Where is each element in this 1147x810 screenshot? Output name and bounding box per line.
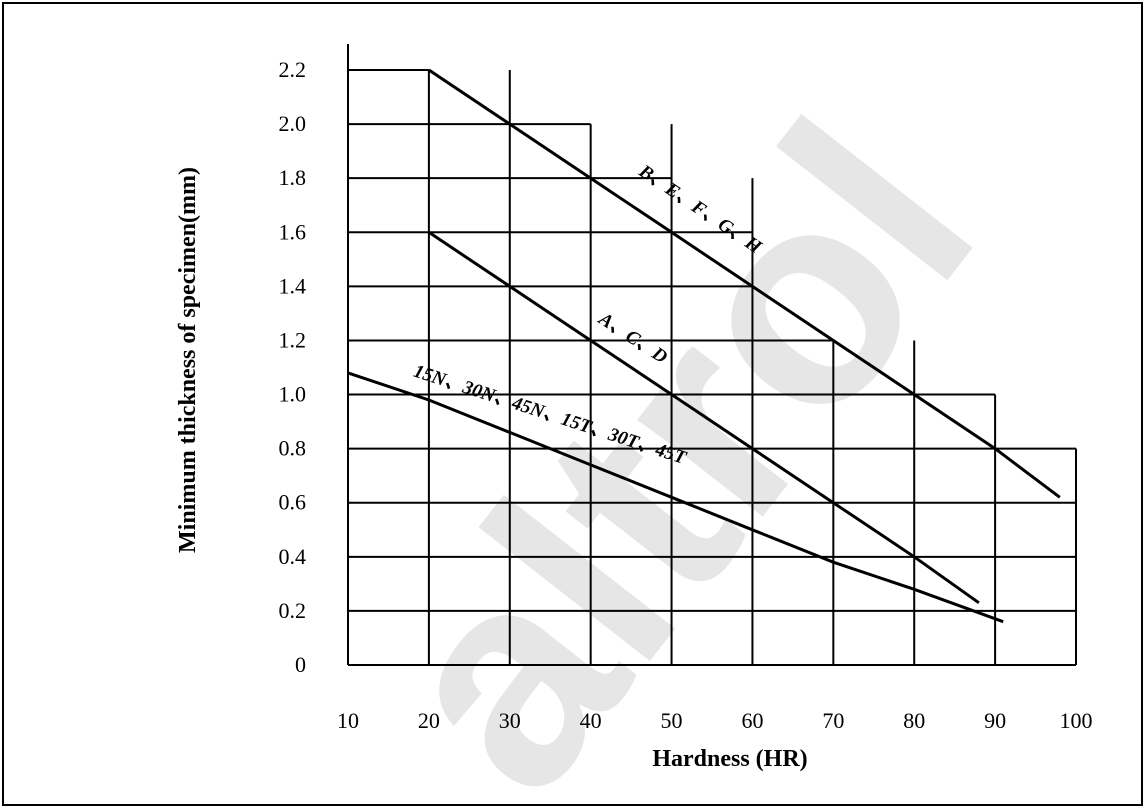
y-axis-label: Minimum thickness of specimen(mm) [175,167,201,553]
series-line-2 [347,371,1004,624]
x-tick-label: 40 [580,708,602,733]
y-tick-label: 2.2 [279,57,307,82]
y-tick-label: 1.4 [279,273,307,298]
x-tick-label: 30 [499,708,521,733]
series-line-0 [428,68,1061,499]
y-tick-label: 0.2 [279,598,307,623]
y-tick-label: 1.8 [279,165,307,190]
y-tick-label: 1.0 [279,382,307,407]
y-tick-label: 1.2 [279,327,307,352]
tick-labels: 10 20 30 40 50 60 70 80 90 100 0 0.2 0.4 0.6 0.8 1.0 1.2… [279,57,1093,733]
watermark-text: altrol [320,64,1036,810]
watermark-logo: altrol [320,64,1036,810]
x-tick-label: 10 [337,708,359,733]
x-axis-label: Hardness (HR) [652,746,807,772]
x-tick-label: 70 [822,708,844,733]
x-tick-label: 50 [661,708,683,733]
y-tick-label: 1.6 [279,219,307,244]
x-tick-label: 20 [418,708,440,733]
y-tick-label: 0.8 [279,436,307,461]
series-line-1 [428,231,980,605]
x-tick-label: 80 [903,708,925,733]
x-tick-label: 100 [1060,708,1093,733]
y-tick-label: 0 [295,652,306,677]
y-tick-label: 2.0 [279,111,307,136]
x-tick-label: 90 [984,708,1006,733]
y-tick-label: 0.6 [279,490,307,515]
grid-lines [348,69,1077,665]
x-tick-label: 60 [741,708,763,733]
axes [347,44,1076,666]
y-tick-label: 0.4 [279,544,307,569]
series-lines [347,68,1061,624]
